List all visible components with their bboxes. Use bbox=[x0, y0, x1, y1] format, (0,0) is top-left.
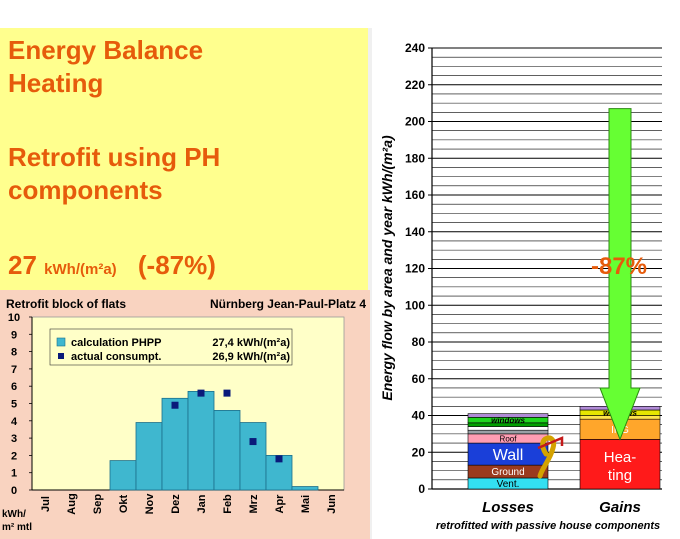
gains-segment-0 bbox=[579, 439, 661, 490]
x-tick-label: Sep bbox=[92, 494, 104, 514]
y-axis-label: Energy flow by area and year kWh/(m²a) bbox=[379, 135, 395, 401]
y-tick-label: 6 bbox=[11, 381, 17, 393]
y-tick-label: 5 bbox=[11, 399, 17, 411]
legend-value-bar: 27,4 kWh/(m²a) bbox=[212, 337, 290, 349]
segment-label: Ground bbox=[491, 467, 524, 478]
x-tick-label: Jun bbox=[326, 494, 338, 514]
y-tick-label: 60 bbox=[412, 372, 426, 386]
x-tick-label: Mai bbox=[300, 495, 312, 513]
losses-segment-5 bbox=[467, 426, 549, 431]
y-tick-label: 140 bbox=[405, 225, 425, 239]
reduction-label: -87% bbox=[591, 253, 647, 280]
result-value: 27 bbox=[8, 250, 37, 280]
segment-label: Vent. bbox=[497, 479, 520, 490]
segment-label: Roof bbox=[500, 434, 518, 443]
bar-Feb bbox=[213, 410, 241, 491]
logo-accent bbox=[537, 436, 564, 450]
y-tick-label: 9 bbox=[11, 329, 17, 341]
legend-value-marker: 26,9 kWh/(m²a) bbox=[212, 351, 290, 363]
title-line-2: Heating bbox=[8, 68, 104, 98]
y-tick-label: 2 bbox=[11, 450, 17, 462]
y-tick-label: 1 bbox=[11, 468, 17, 480]
marker-Apr bbox=[275, 455, 283, 463]
y-axis-label-2: m² mtl bbox=[2, 522, 32, 533]
subtitle-line-1: Retrofit using PH bbox=[8, 142, 221, 172]
bar-Dez bbox=[161, 397, 189, 491]
chart-title: Retrofit block of flats bbox=[6, 297, 126, 311]
y-tick-label: 7 bbox=[11, 364, 17, 376]
x-tick-label: Aug bbox=[66, 493, 78, 514]
legend-label-marker: actual consumpt. bbox=[71, 351, 161, 363]
segment-label: windows bbox=[491, 416, 525, 425]
x-tick-label: Nov bbox=[144, 493, 156, 515]
passive-house-logo bbox=[537, 435, 564, 479]
losses-segment-8 bbox=[467, 413, 549, 418]
x-tick-label: Mrz bbox=[248, 494, 260, 513]
x-tick-label: Dez bbox=[170, 494, 182, 514]
y-tick-label: 4 bbox=[11, 416, 18, 428]
y-tick-label: 240 bbox=[405, 41, 425, 55]
segment-label: Hea- bbox=[604, 449, 637, 466]
bar-Mai bbox=[291, 486, 319, 491]
chart-subcaption: retrofitted with passive house component… bbox=[436, 520, 660, 532]
legend-label-bar: calculation PHPP bbox=[71, 337, 161, 349]
y-tick-label: 180 bbox=[405, 151, 425, 165]
x-tick-label: Apr bbox=[274, 494, 286, 514]
marker-Feb bbox=[223, 389, 231, 397]
subtitle-line-2: components bbox=[8, 175, 163, 205]
y-tick-label: 80 bbox=[412, 335, 426, 349]
y-axis-label-1: kWh/ bbox=[2, 509, 26, 520]
legend-box bbox=[49, 328, 293, 366]
marker-Dez bbox=[171, 401, 179, 409]
bar-Nov bbox=[135, 422, 163, 491]
x-tick-label: Okt bbox=[118, 494, 130, 513]
bar-Mrz bbox=[239, 422, 267, 491]
title-line-1: Energy Balance bbox=[8, 35, 204, 65]
y-tick-label: 20 bbox=[412, 445, 426, 459]
y-tick-label: 8 bbox=[11, 347, 17, 359]
legend-swatch-marker bbox=[58, 353, 64, 359]
logo-stroke bbox=[537, 435, 557, 479]
monthly-consumption-chart: Retrofit block of flats Nürnberg Jean-Pau… bbox=[0, 290, 370, 539]
segment-label: Wall bbox=[493, 447, 524, 464]
y-tick-label: 220 bbox=[405, 78, 425, 92]
y-tick-label: 100 bbox=[405, 298, 425, 312]
losses-segment-4 bbox=[467, 429, 549, 435]
y-tick-label: 120 bbox=[405, 262, 425, 276]
result-unit: kWh/(m²a) bbox=[44, 261, 117, 278]
bar-Jan bbox=[187, 390, 215, 491]
x-tick-label-gains: Gains bbox=[599, 499, 641, 516]
energy-balance-chart: 0 20 40 60 80 100 120 140 160 180 200 220 240 Energy … bbox=[379, 41, 662, 532]
bar-Okt bbox=[109, 460, 137, 491]
y-tick-label: 10 bbox=[8, 312, 20, 324]
marker-Mrz bbox=[249, 438, 257, 446]
x-tick-label: Feb bbox=[222, 494, 234, 514]
x-tick-label-losses: Losses bbox=[482, 499, 534, 516]
result-percent: (-87%) bbox=[137, 250, 216, 280]
y-tick-label: 3 bbox=[11, 433, 17, 445]
x-tick-label: Jul bbox=[40, 496, 52, 512]
y-tick-label: 0 bbox=[11, 485, 17, 497]
y-tick-label: 160 bbox=[405, 188, 425, 202]
y-tick-label: 0 bbox=[418, 482, 425, 496]
y-tick-label: 40 bbox=[412, 409, 426, 423]
panel-divider bbox=[368, 28, 374, 539]
segment-label: ting bbox=[608, 467, 632, 484]
legend-swatch-bar bbox=[56, 337, 66, 347]
reduction-arrow bbox=[599, 108, 641, 441]
y-tick-label: 200 bbox=[405, 115, 425, 129]
marker-Jan bbox=[197, 389, 205, 397]
x-tick-label: Jan bbox=[196, 494, 208, 513]
chart-subtitle: Nürnberg Jean-Paul-Platz 4 bbox=[210, 297, 366, 311]
result-line: 27 kWh/(m²a) (-87%) bbox=[8, 250, 216, 281]
